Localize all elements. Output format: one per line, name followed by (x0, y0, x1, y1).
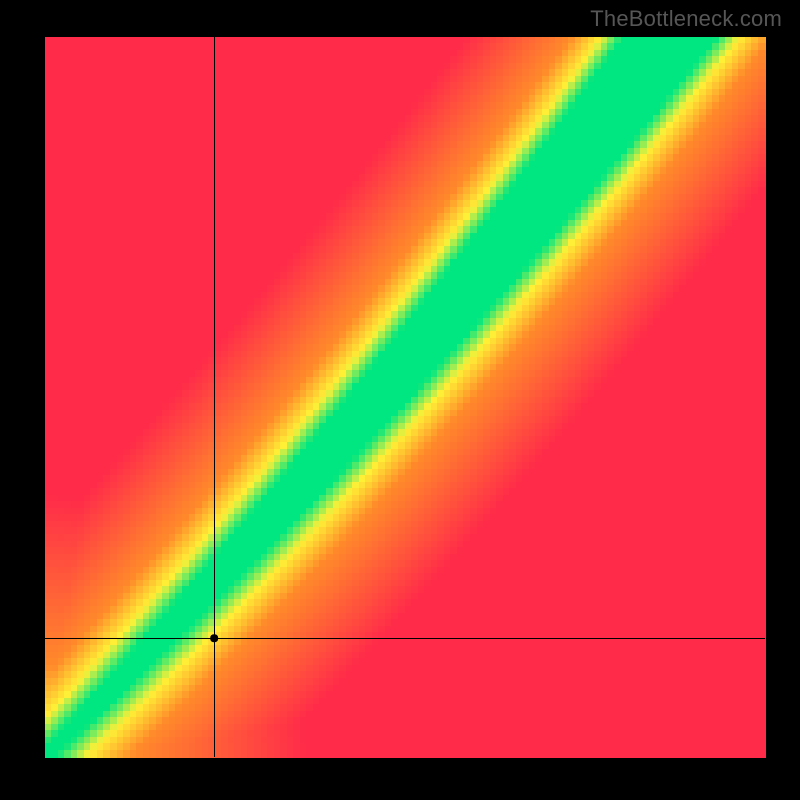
bottleneck-heatmap (0, 0, 800, 800)
chart-container: TheBottleneck.com (0, 0, 800, 800)
watermark-text: TheBottleneck.com (590, 6, 782, 32)
